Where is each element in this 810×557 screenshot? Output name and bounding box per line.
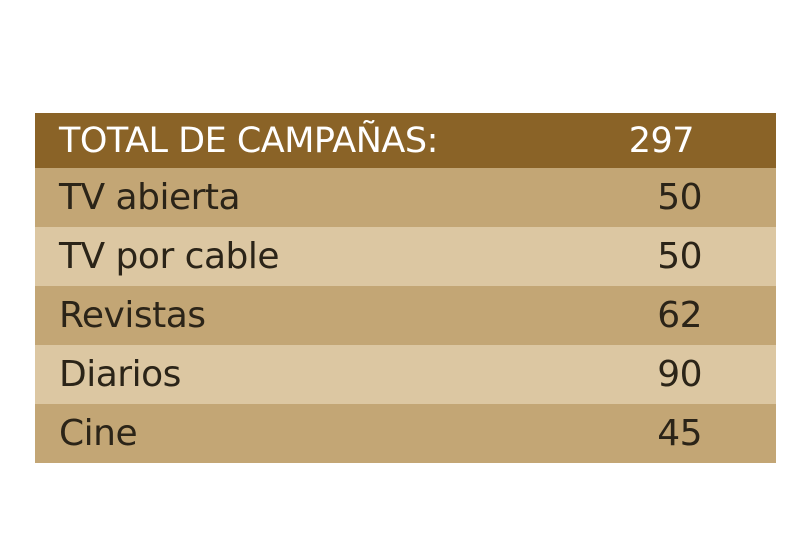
row-label: TV por cable [59, 236, 280, 277]
row-label: Cine [59, 413, 138, 454]
row-value: 90 [657, 354, 702, 395]
table-header-row: TOTAL DE CAMPAÑAS: 297 [35, 113, 776, 168]
row-label: TV abierta [59, 177, 241, 218]
table-row: Revistas 62 [35, 286, 776, 345]
header-value: 297 [628, 120, 695, 161]
campaign-table: TOTAL DE CAMPAÑAS: 297 TV abierta 50 TV … [35, 113, 776, 463]
row-value: 50 [657, 236, 702, 277]
table-row: TV por cable 50 [35, 227, 776, 286]
row-value: 50 [657, 177, 702, 218]
table-row: Cine 45 [35, 404, 776, 463]
table-row: Diarios 90 [35, 345, 776, 404]
table-row: TV abierta 50 [35, 168, 776, 227]
row-value: 62 [657, 295, 702, 336]
row-value: 45 [657, 413, 702, 454]
row-label: Diarios [59, 354, 181, 395]
header-label: TOTAL DE CAMPAÑAS: [59, 120, 438, 161]
row-label: Revistas [59, 295, 206, 336]
